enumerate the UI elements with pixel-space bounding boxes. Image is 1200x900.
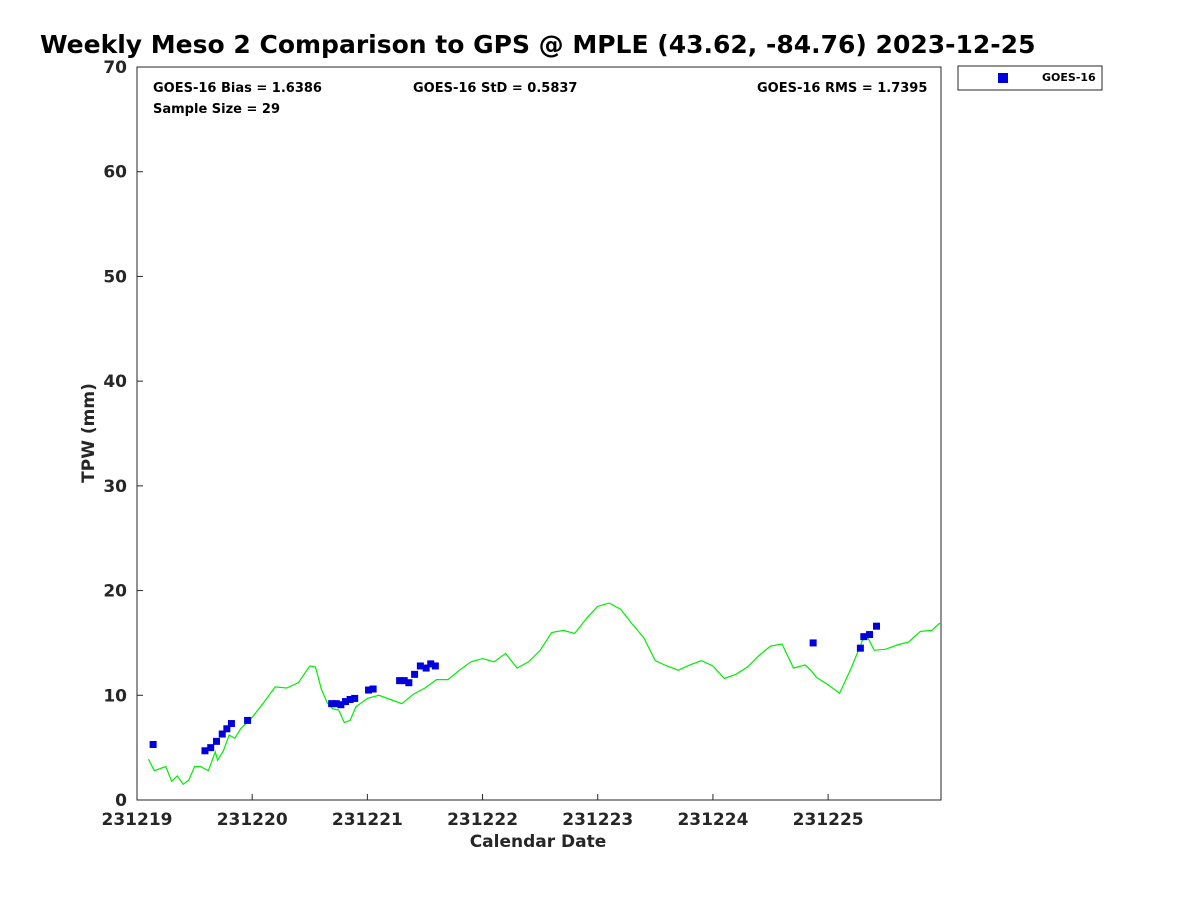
goes16-point	[856, 644, 864, 652]
y-tick-label: 50	[103, 267, 127, 287]
gps-series-line	[147, 602, 941, 786]
x-tick-label: 231223	[562, 810, 633, 830]
y-tick-label: 20	[103, 582, 127, 602]
goes16-point	[872, 622, 880, 630]
sample-size-stat: Sample Size = 29	[153, 102, 280, 117]
y-tick-label: 0	[115, 791, 127, 811]
x-tick-label: 231220	[217, 810, 288, 830]
goes16-point	[860, 633, 868, 641]
y-tick-label: 30	[103, 477, 127, 497]
x-tick-label: 231222	[447, 810, 518, 830]
goes16-point	[416, 662, 424, 670]
goes16-point	[400, 677, 408, 685]
goes16-point	[212, 737, 220, 745]
goes16-point	[149, 741, 157, 749]
rms-stat: GOES-16 RMS = 1.7395	[757, 81, 927, 96]
legend-marker-goes16	[998, 73, 1008, 83]
goes16-point	[218, 730, 226, 738]
y-tick-label: 60	[103, 163, 127, 183]
goes16-point	[332, 700, 340, 708]
goes16-point	[201, 747, 209, 755]
legend-label-goes16: GOES-16	[1042, 71, 1096, 84]
goes16-point	[866, 631, 874, 639]
bias-stat: GOES-16 Bias = 1.6386	[153, 81, 322, 96]
y-axis-label: TPW (mm)	[79, 383, 99, 483]
chart-title: Weekly Meso 2 Comparison to GPS @ MPLE (…	[40, 30, 1035, 59]
y-tick-label: 10	[103, 686, 127, 706]
goes16-point	[227, 720, 235, 728]
goes16-point	[337, 701, 345, 709]
goes16-point	[369, 685, 377, 693]
goes16-point	[405, 679, 413, 687]
x-tick-label: 231224	[677, 810, 748, 830]
x-tick-label: 231219	[102, 810, 173, 830]
goes16-point	[223, 725, 231, 733]
goes16-point	[809, 639, 817, 647]
goes16-point	[346, 695, 354, 703]
y-tick-label: 40	[103, 372, 127, 392]
goes16-point	[422, 664, 430, 672]
goes16-point	[431, 662, 439, 670]
goes16-point	[411, 670, 419, 678]
goes16-point	[341, 698, 349, 706]
legend: GOES-16	[957, 65, 1103, 91]
x-axis-label: Calendar Date	[470, 832, 607, 852]
std-stat: GOES-16 StD = 0.5837	[413, 81, 577, 96]
y-tick-label: 70	[103, 58, 127, 78]
goes16-point	[244, 716, 252, 724]
goes16-point	[207, 744, 215, 752]
goes16-point	[396, 677, 404, 685]
goes16-point	[365, 686, 373, 694]
goes16-point	[427, 660, 435, 668]
x-tick-label: 231221	[332, 810, 403, 830]
goes16-point	[351, 694, 359, 702]
x-tick-label: 231225	[793, 810, 864, 830]
goes16-point	[328, 700, 336, 708]
y-axis: 0 10 20 30 40 50 60 70	[103, 58, 143, 811]
plot-frame	[136, 66, 942, 801]
x-axis: 231219 231220 231221 231222 231223 231224 2312…	[102, 794, 864, 830]
legend-box	[957, 65, 1103, 91]
